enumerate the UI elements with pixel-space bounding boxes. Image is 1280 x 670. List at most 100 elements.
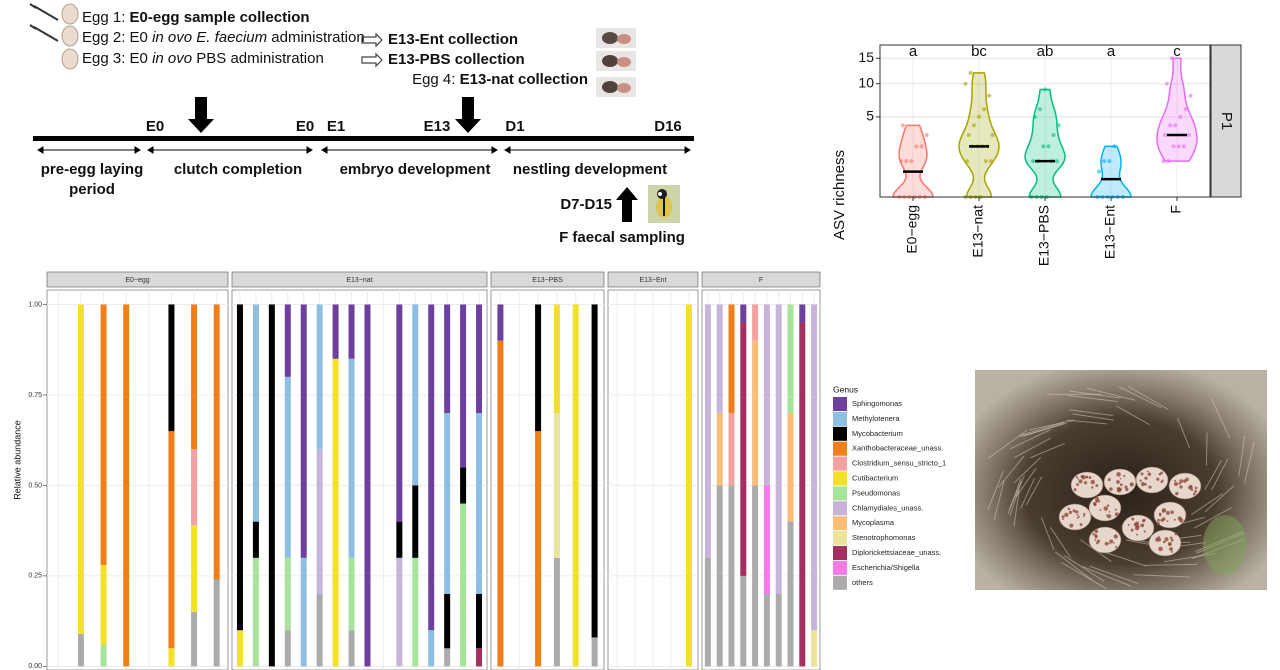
embryo-thumbnail (617, 34, 631, 44)
egg-speckle (1156, 477, 1160, 481)
bar-segment (763, 594, 770, 667)
y-tick-label: 0.00 (28, 663, 42, 670)
bar-segment (444, 648, 451, 667)
facet-strip (607, 271, 699, 288)
panel-background (46, 289, 229, 670)
legend-swatch (833, 501, 847, 516)
egg-speckle (1115, 545, 1118, 549)
bar-segment (740, 304, 747, 323)
significance-letter: ab (1037, 43, 1054, 60)
nest-fiber (1063, 555, 1105, 582)
egg-speckle (1109, 487, 1113, 491)
data-point (1054, 159, 1059, 164)
open-arrow (361, 52, 383, 68)
phase-label: period (69, 181, 115, 198)
nest-fiber (997, 455, 1025, 488)
protocol-run: PBS administration (192, 50, 324, 67)
down-arrow (188, 97, 214, 133)
nest-fiber (1177, 417, 1191, 449)
bar-segment (716, 413, 723, 486)
protocol-run: administration (267, 29, 365, 46)
bar-segment (553, 557, 560, 667)
egg-speckle (1106, 514, 1112, 519)
bar-segment (460, 503, 467, 667)
bar-segment (348, 630, 355, 667)
egg-speckle (1158, 546, 1163, 552)
legend-swatch (833, 546, 847, 560)
data-point (1056, 123, 1061, 128)
bar-segment (348, 304, 355, 359)
bar-segment (535, 304, 542, 432)
egg-speckle (1116, 530, 1118, 533)
nest-fiber (1009, 475, 1025, 509)
data-point (1041, 144, 1046, 149)
egg-speckle (1061, 515, 1065, 519)
protocol-line: E13-Ent collection (388, 31, 518, 48)
egg-speckle (1076, 513, 1079, 516)
egg-speckle (1173, 518, 1176, 521)
egg-speckle (1099, 509, 1102, 511)
bar-segment (686, 304, 692, 667)
egg-speckle (1114, 512, 1119, 517)
facet-label: F (759, 277, 763, 284)
facet-label: E13−Ent (639, 277, 666, 284)
egg-speckle (1095, 484, 1099, 487)
bar-segment (396, 557, 403, 667)
nest-fiber (1243, 441, 1255, 484)
egg-speckle (1116, 472, 1121, 477)
nest-fiber (1082, 566, 1132, 587)
egg-speckle (1085, 475, 1089, 479)
facet-label: E13−nat (346, 277, 372, 284)
egg-speckle (1139, 479, 1142, 482)
egg-speckle (1178, 482, 1181, 485)
egg-speckle (1189, 484, 1193, 489)
nest-fiber (1061, 562, 1107, 589)
bar-segment (316, 449, 323, 594)
nest-fiber (1103, 551, 1147, 567)
bar-segment (252, 304, 259, 522)
nest-fiber (1015, 467, 1037, 497)
bar-segment (728, 485, 735, 667)
bar-segment (728, 304, 735, 414)
bar-segment (428, 630, 435, 667)
data-point (1097, 169, 1102, 174)
data-point (924, 132, 929, 137)
bar-segment (444, 413, 451, 594)
bar-segment (752, 304, 759, 341)
egg-speckle (1109, 539, 1114, 544)
bar-segment (799, 304, 806, 323)
egg-speckle (1069, 523, 1074, 528)
nest-fiber (1050, 527, 1072, 559)
x-tick-label: E0−egg (904, 205, 920, 254)
egg-speckle (1161, 508, 1167, 513)
data-point (1031, 159, 1036, 164)
egg-speckle (1169, 536, 1173, 540)
egg-speckle (1107, 478, 1111, 482)
egg-speckle (1083, 481, 1088, 485)
data-point (1107, 159, 1112, 164)
egg-speckle (1094, 496, 1100, 502)
nest-fiber (1118, 386, 1162, 409)
bar-segment (444, 304, 451, 414)
bar-segment (396, 521, 403, 558)
data-point (1181, 144, 1186, 149)
protocol-line: Egg 1: E0-egg sample collection (82, 9, 310, 26)
egg-speckle (1080, 474, 1084, 479)
legend-label: Pseudomonas (852, 488, 900, 497)
egg-speckle (1168, 543, 1171, 546)
egg-speckle (1064, 512, 1069, 517)
egg-speckle (1103, 506, 1108, 511)
bar-segment (476, 304, 483, 414)
bar-segment (787, 304, 794, 414)
embryo-thumbnail (617, 57, 631, 67)
egg-speckle (1067, 507, 1071, 511)
egg-speckle (1160, 480, 1164, 484)
egg-speckle (1119, 477, 1122, 480)
egg-speckle (1094, 529, 1099, 534)
bar-segment (763, 485, 770, 594)
facet-label: E13−PBS (532, 277, 563, 284)
egg-speckle (1108, 510, 1111, 513)
embryo-thumbnail (602, 55, 618, 67)
egg-speckle (1075, 476, 1079, 479)
bar-segment (535, 431, 542, 667)
